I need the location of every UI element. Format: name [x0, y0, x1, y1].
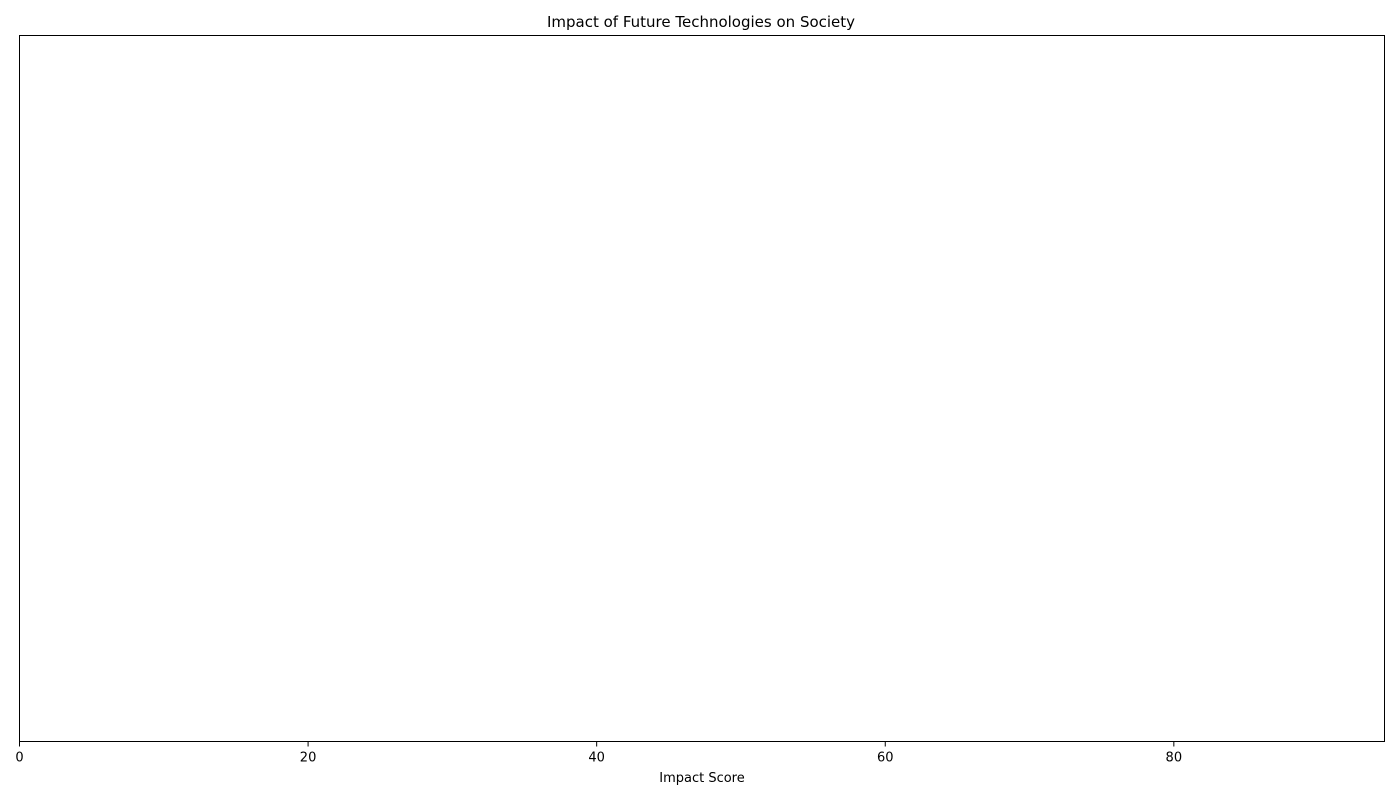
x-tick-label: 60 — [877, 751, 894, 766]
chart-title: Impact of Future Technologies on Society — [547, 13, 855, 31]
x-axis-label: Impact Score — [659, 771, 745, 786]
x-axis-ticks: 0 20 40 60 80 — [15, 741, 1183, 766]
x-tick-label: 80 — [1166, 751, 1183, 766]
plot-area — [19, 35, 1385, 742]
x-tick-label: 40 — [588, 751, 605, 766]
x-tick-label: 0 — [15, 751, 23, 766]
x-tick-label: 20 — [300, 751, 317, 766]
